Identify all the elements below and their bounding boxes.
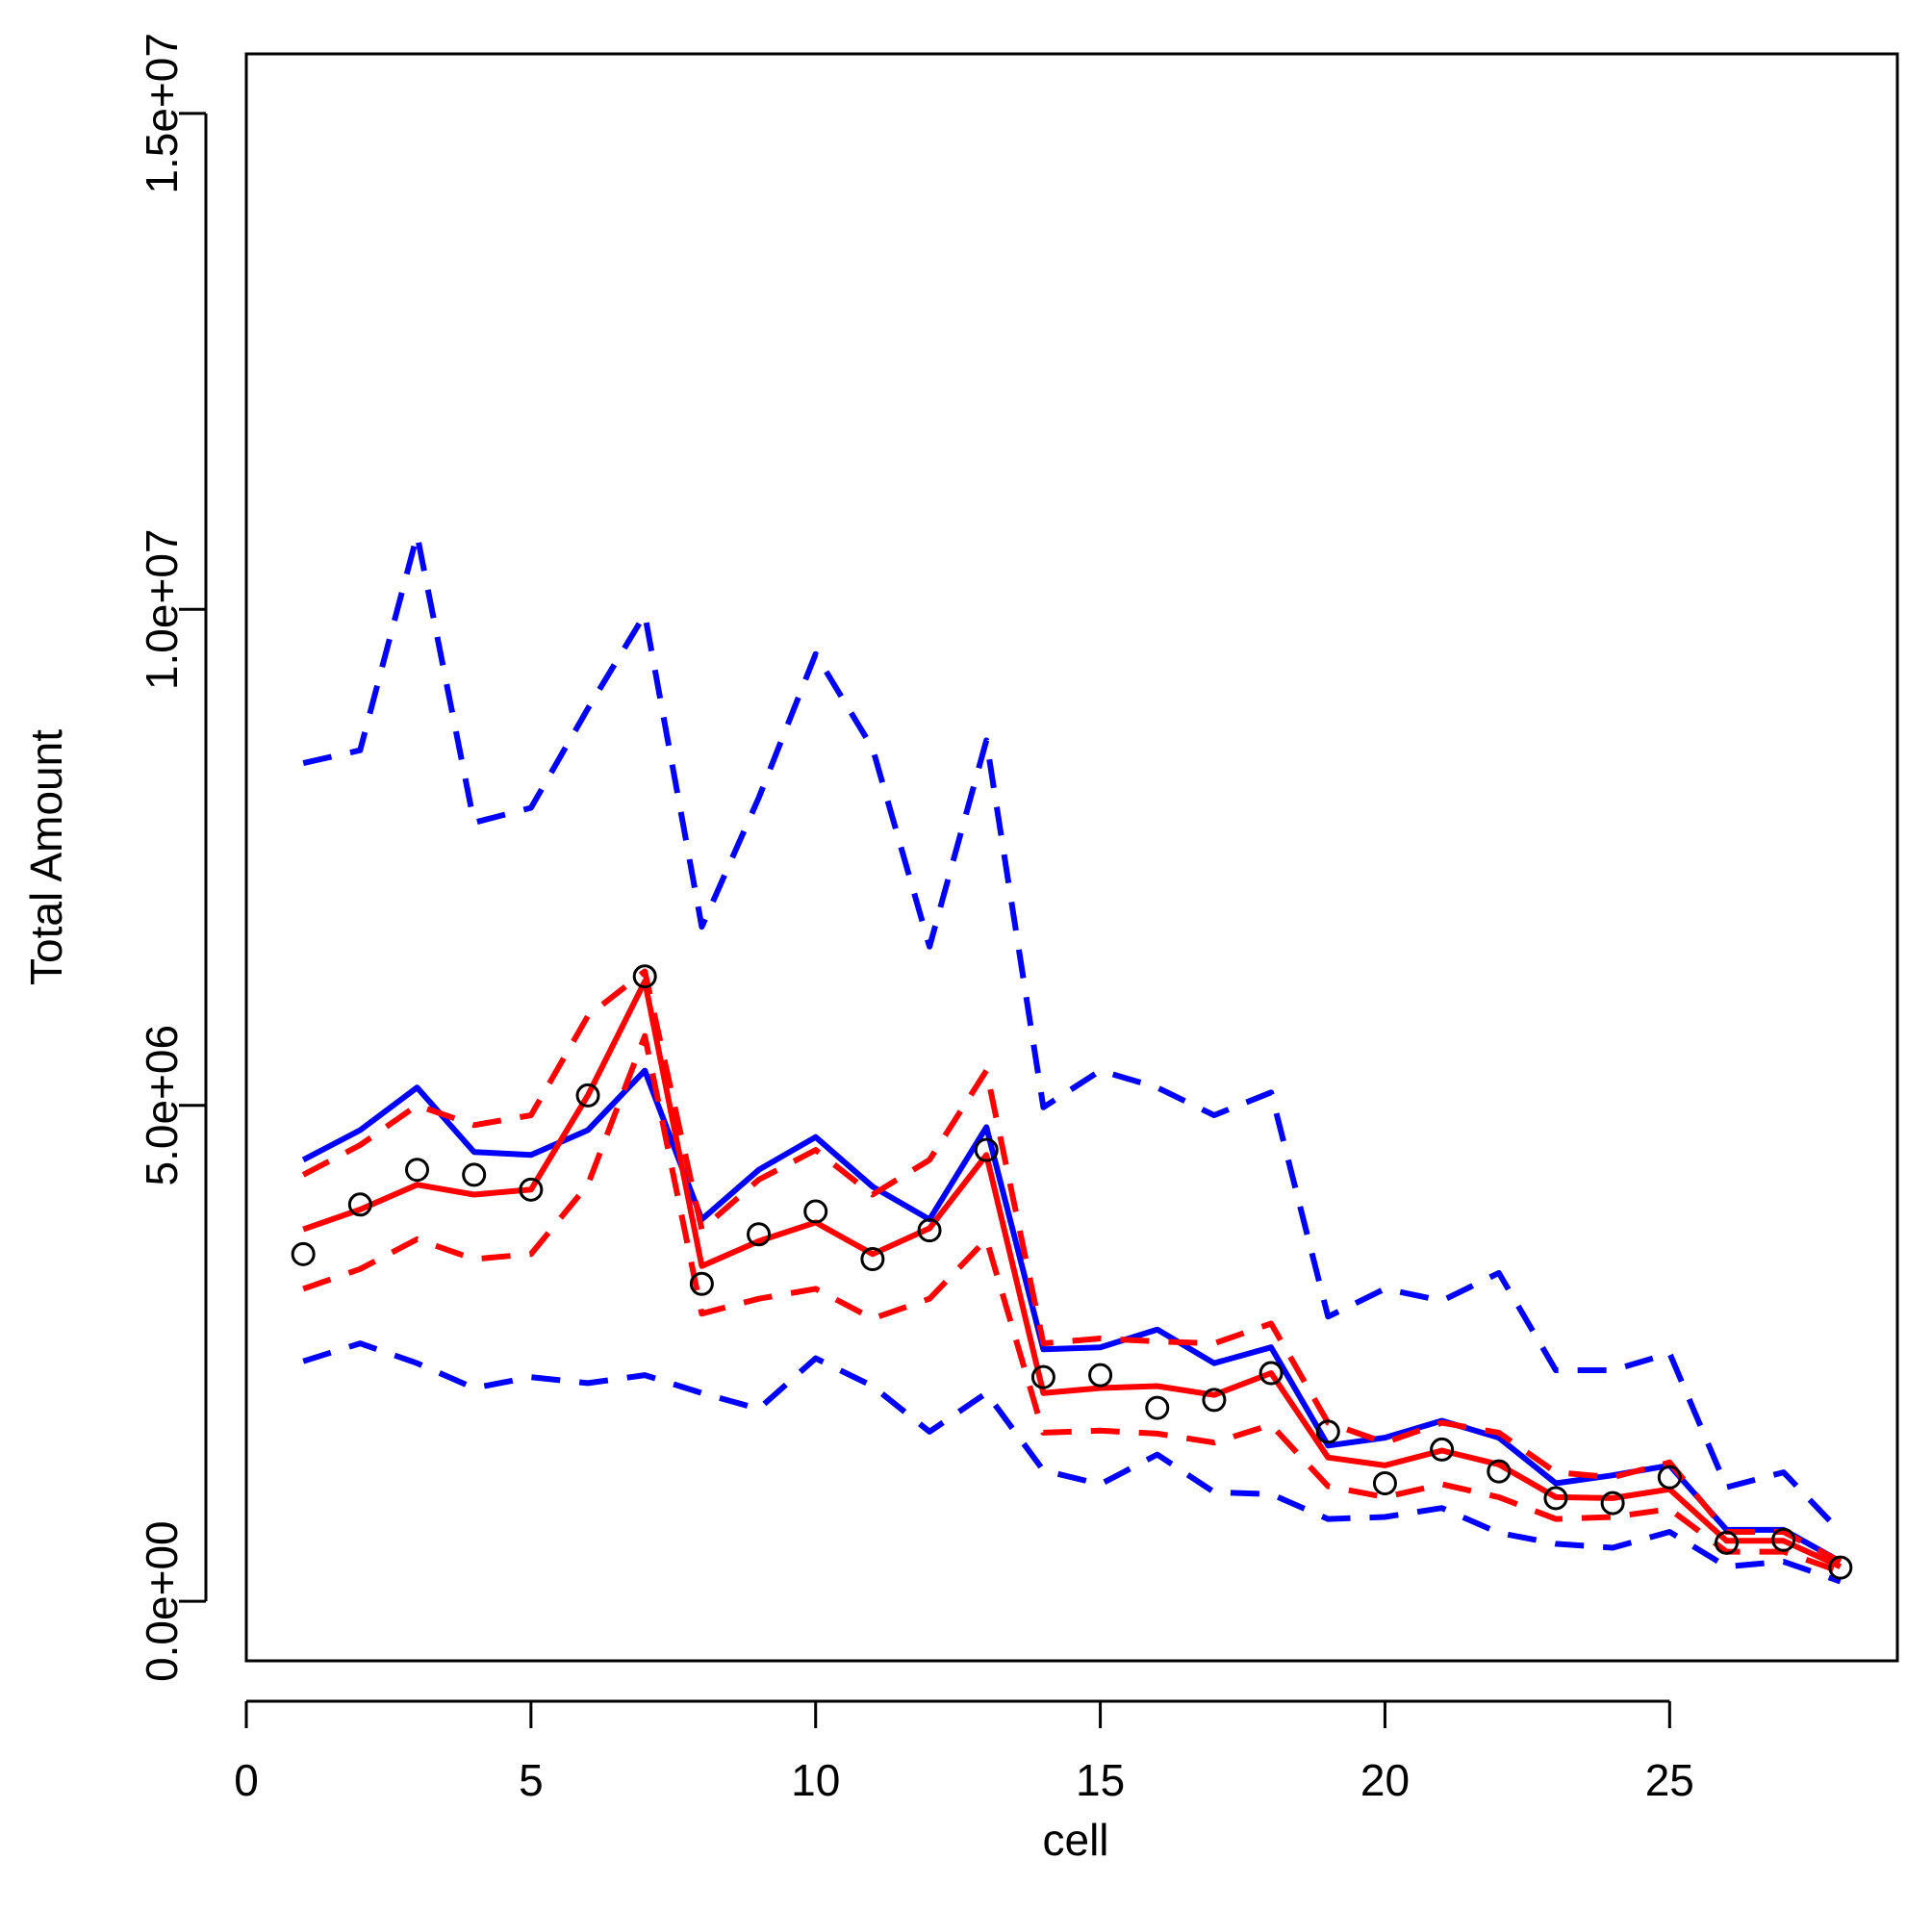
x-axis-title: cell: [1042, 1815, 1108, 1865]
data-point-10: [803, 1199, 828, 1224]
data-point-21: [1430, 1437, 1455, 1462]
data-point-7: [632, 964, 657, 989]
data-point-9: [747, 1222, 772, 1247]
series-line-red-mean: [302, 978, 1843, 1569]
data-point-2: [347, 1192, 372, 1217]
x-tick-label-0: 0: [234, 1755, 259, 1805]
data-point-23: [1543, 1486, 1568, 1511]
data-point-1: [291, 1241, 316, 1266]
data-point-24: [1600, 1491, 1625, 1516]
x-axis: 0 5 10 15 20 25: [234, 1699, 1694, 1805]
data-point-19: [1315, 1419, 1340, 1444]
data-point-16: [1145, 1395, 1170, 1420]
y-axis: 0.0e+00 5.0e+06 1.0e+07 1.5e+07: [137, 33, 208, 1682]
x-tick-label-25: 25: [1645, 1755, 1694, 1805]
data-point-5: [519, 1177, 544, 1202]
data-point-14: [1030, 1364, 1055, 1389]
y-tick-label-3: 1.5e+07: [137, 33, 187, 194]
x-tick-label-20: 20: [1360, 1755, 1410, 1805]
x-tick-label-10: 10: [791, 1755, 840, 1805]
data-point-6: [575, 1083, 600, 1108]
series-line-red-upper: [301, 968, 1843, 1565]
data-point-15: [1088, 1363, 1113, 1388]
y-tick-label-0: 0.0e+00: [137, 1520, 187, 1682]
series-line-blue-upper: [302, 532, 1843, 1535]
series-line-blue-lower: [302, 1340, 1842, 1585]
y-tick-label-2: 1.0e+07: [137, 529, 187, 691]
data-point-4: [462, 1162, 487, 1187]
data-point-26: [1714, 1530, 1739, 1555]
data-point-20: [1372, 1470, 1397, 1495]
series-line-blue-mean: [301, 1067, 1843, 1565]
data-point-13: [974, 1137, 999, 1162]
y-tick-label-1: 5.0e+06: [137, 1025, 187, 1186]
data-point-11: [860, 1247, 885, 1271]
data-point-8: [689, 1271, 714, 1296]
data-point-22: [1487, 1459, 1512, 1484]
data-point-18: [1258, 1361, 1284, 1386]
data-point-17: [1202, 1388, 1227, 1413]
data-point-3: [405, 1158, 430, 1183]
data-point-25: [1657, 1465, 1682, 1490]
data-point-12: [917, 1218, 942, 1243]
y-axis-title: Total Amount: [21, 729, 71, 985]
data-point-27: [1771, 1527, 1796, 1552]
series-layer: [301, 532, 1843, 1585]
data-point-28: [1828, 1555, 1853, 1580]
x-tick-label-5: 5: [519, 1755, 544, 1805]
x-tick-label-15: 15: [1076, 1755, 1125, 1805]
plot-frame: [244, 52, 1899, 1663]
series-line-red-lower: [302, 1032, 1842, 1575]
points-layer: [291, 964, 1853, 1580]
